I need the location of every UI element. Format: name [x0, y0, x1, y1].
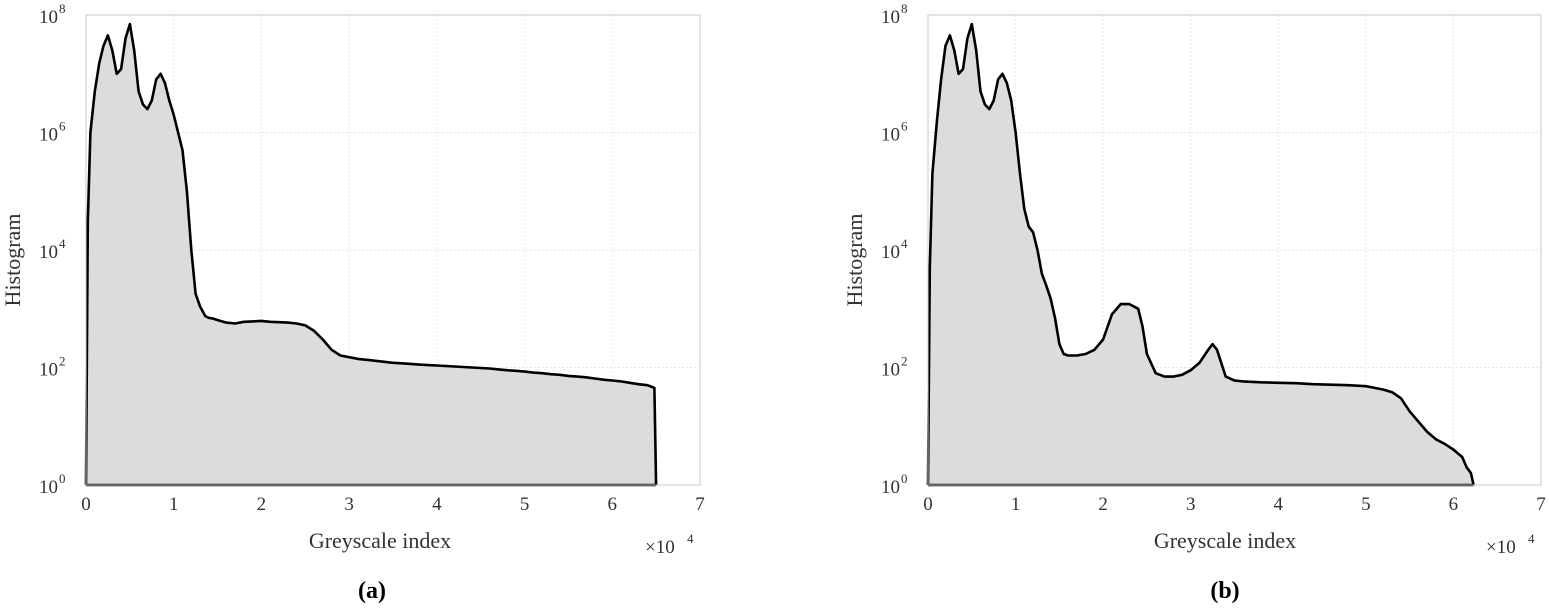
x-tick-label: 4 [432, 494, 442, 515]
x-tick-label: 3 [344, 494, 354, 515]
x-axis-multiplier-exponent: 4 [687, 531, 694, 546]
histogram-line [84, 22, 658, 486]
x-axis-label: Greyscale index [1154, 528, 1296, 553]
y-tick-exponent: 4 [901, 236, 908, 251]
panel-label: (b) [1210, 578, 1239, 604]
y-tick-label: 10 [39, 477, 58, 498]
x-tick-label: 4 [1274, 494, 1284, 515]
x-tick-label: 2 [257, 494, 267, 515]
y-tick-exponent: 6 [59, 119, 66, 134]
plot-frame [927, 14, 1542, 486]
y-tick-exponent: 2 [59, 354, 66, 369]
x-tick-label: 2 [1098, 494, 1108, 515]
y-tick-label: 10 [39, 360, 58, 381]
panel-label: (a) [358, 578, 386, 604]
x-axis-multiplier: ×10 [1486, 537, 1516, 558]
x-axis-multiplier-exponent: 4 [1528, 531, 1535, 546]
y-tick-exponent: 8 [59, 1, 66, 16]
histogram-area [928, 24, 1474, 485]
x-tick-label: 1 [1011, 494, 1021, 515]
y-tick-label: 10 [39, 7, 58, 28]
x-tick-label: 6 [608, 494, 618, 515]
y-tick-label: 10 [881, 242, 900, 263]
x-tick-label: 0 [81, 494, 91, 515]
y-tick-label: 10 [39, 125, 58, 146]
x-axis-label: Greyscale index [309, 528, 451, 553]
y-axis-label: Histogram [0, 214, 25, 307]
y-tick-exponent: 4 [59, 236, 66, 251]
y-tick-label: 10 [881, 7, 900, 28]
x-tick-label: 5 [1361, 494, 1371, 515]
y-axis-label: Histogram [842, 214, 867, 307]
x-tick-label: 1 [169, 494, 179, 515]
plot-frame [85, 14, 701, 486]
y-tick-label: 10 [881, 360, 900, 381]
y-tick-exponent: 6 [901, 119, 908, 134]
y-tick-label: 10 [881, 125, 900, 146]
x-tick-label: 6 [1449, 494, 1459, 515]
x-tick-label: 0 [923, 494, 933, 515]
x-tick-label: 3 [1186, 494, 1196, 515]
y-tick-exponent: 2 [901, 354, 908, 369]
histogram-area [86, 24, 657, 485]
y-tick-exponent: 0 [59, 471, 66, 486]
x-axis-multiplier: ×10 [645, 537, 675, 558]
y-tick-exponent: 8 [901, 1, 908, 16]
y-tick-exponent: 0 [901, 471, 908, 486]
x-tick-label: 7 [695, 494, 705, 515]
y-tick-label: 10 [39, 242, 58, 263]
histogram-line [926, 22, 1475, 486]
x-tick-label: 5 [520, 494, 530, 515]
x-tick-label: 7 [1536, 494, 1546, 515]
y-tick-label: 10 [881, 477, 900, 498]
